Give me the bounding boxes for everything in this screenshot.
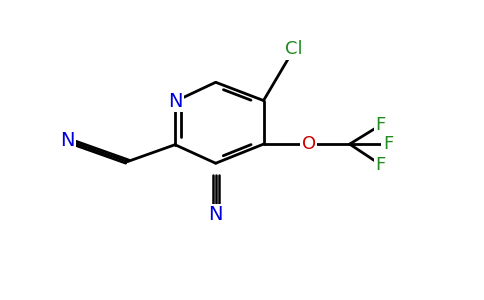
Text: F: F [376,116,386,134]
Text: F: F [383,135,393,153]
Text: O: O [302,135,316,153]
Text: N: N [60,131,75,150]
Text: Cl: Cl [285,40,302,58]
Text: F: F [376,156,386,174]
Text: N: N [168,92,182,111]
Text: N: N [209,205,223,224]
